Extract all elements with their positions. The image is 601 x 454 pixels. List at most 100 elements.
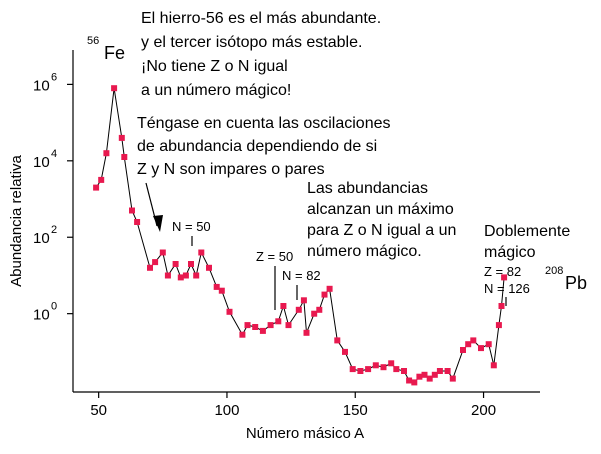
- data-point: [244, 322, 251, 329]
- data-point: [182, 272, 189, 279]
- annotations: 56 Fe El hierro-56 es el más abundante. …: [87, 10, 587, 310]
- data-point: [465, 341, 472, 348]
- doubly-magic-line: Doblemente: [484, 223, 570, 240]
- oscillations-note-line: Téngase en cuenta las oscilaciones: [137, 115, 391, 132]
- y-tick-label: 10: [33, 307, 50, 324]
- y-tick-exponent: 6: [51, 71, 57, 83]
- y-tick-label: 10: [33, 77, 50, 94]
- data-point: [239, 331, 246, 338]
- maximum-note-line: alcanzan un máximo: [307, 201, 454, 218]
- data-point: [93, 184, 100, 191]
- data-point: [164, 272, 171, 279]
- maximum-note-line: Las abundancias: [307, 180, 428, 197]
- data-point: [460, 347, 466, 353]
- doubly-magic-z: Z = 82: [484, 264, 521, 279]
- data-point: [280, 303, 287, 309]
- axes: [72, 50, 540, 393]
- data-point: [436, 368, 443, 374]
- data-point: [485, 341, 492, 348]
- x-tick-label: 150: [343, 402, 368, 419]
- data-point: [393, 366, 400, 373]
- x-tick-label: 200: [471, 402, 496, 419]
- data-point: [495, 322, 502, 329]
- iron-note-line: ¡No tiene Z o N igual: [141, 58, 288, 75]
- fe-mass-number: 56: [87, 35, 99, 47]
- data-point: [444, 368, 451, 374]
- oscillations-note-line: Z y N son impares o pares: [137, 161, 325, 178]
- data-point: [300, 297, 307, 304]
- data-point: [98, 176, 105, 183]
- maximum-note-line: para Z o N igual a un: [307, 222, 456, 239]
- data-point: [111, 85, 118, 92]
- data-point: [267, 322, 274, 329]
- data-point: [311, 310, 318, 317]
- data-point: [213, 283, 220, 290]
- y-axis-title: Abundancia relativa: [8, 154, 25, 286]
- doubly-magic-line: mágico: [484, 244, 536, 261]
- data-point: [321, 291, 328, 298]
- data-point: [295, 306, 302, 313]
- pb-label: Pb: [565, 273, 587, 293]
- data-point: [172, 261, 179, 267]
- data-point: [357, 368, 364, 374]
- data-point: [490, 362, 497, 369]
- iron-note: El hierro-56 es el más abundante. y el t…: [141, 10, 381, 99]
- data-point: [365, 366, 372, 373]
- data-point: [416, 373, 423, 380]
- x-ticks: 50 100 150 200: [90, 392, 496, 419]
- data-point: [498, 303, 505, 309]
- iron-note-line: El hierro-56 es el más abundante.: [141, 10, 381, 27]
- data-point: [334, 337, 341, 344]
- data-point: [431, 371, 438, 378]
- oscillations-note-line: de abundancia dependiendo de si: [137, 138, 377, 155]
- y-tick-exponent: 2: [51, 224, 57, 236]
- z50-label: Z = 50: [256, 249, 293, 264]
- data-point: [259, 327, 266, 334]
- oscillations-arrow-head: [153, 215, 163, 232]
- y-tick-exponent: 0: [51, 301, 57, 313]
- maximum-note-line: número mágico.: [307, 243, 422, 260]
- fe-label: Fe: [104, 43, 125, 63]
- data-point: [501, 274, 508, 281]
- data-point: [303, 329, 310, 336]
- data-point: [380, 364, 387, 371]
- data-point: [121, 154, 128, 160]
- data-point: [326, 285, 333, 292]
- y-tick-label: 10: [33, 154, 50, 171]
- oscillations-note: Téngase en cuenta las oscilaciones de ab…: [137, 115, 391, 232]
- data-point: [401, 368, 407, 374]
- y-tick-exponent: 4: [51, 148, 57, 160]
- data-point: [316, 306, 323, 313]
- data-point: [103, 150, 110, 157]
- doubly-magic-n: N = 126: [484, 281, 530, 296]
- data-point: [152, 259, 159, 266]
- data-point: [275, 318, 282, 325]
- data-point: [218, 287, 225, 294]
- data-point: [421, 371, 428, 378]
- data-point: [470, 337, 477, 344]
- data-point: [147, 264, 153, 271]
- data-point: [193, 272, 200, 279]
- data-point: [226, 308, 233, 315]
- data-point: [159, 249, 166, 256]
- n50-label: N = 50: [172, 219, 211, 234]
- x-tick-label: 50: [90, 402, 107, 419]
- data-point: [349, 366, 356, 373]
- data-point: [342, 348, 348, 355]
- data-point: [177, 274, 184, 281]
- iron-note-line: a un número mágico!: [141, 82, 291, 99]
- data-point: [188, 261, 194, 267]
- data-point: [388, 360, 395, 367]
- pb-mass-number: 208: [545, 265, 563, 277]
- x-tick-label: 100: [214, 402, 239, 419]
- data-point: [372, 362, 379, 369]
- doubly-magic-note: Doblemente mágico Z = 82 N = 126: [484, 223, 570, 306]
- y-tick-label: 10: [33, 230, 50, 247]
- n82-label: N = 82: [282, 268, 321, 283]
- data-point: [252, 324, 259, 330]
- data-point: [406, 377, 413, 384]
- iron-note-line: y el tercer isótopo más estable.: [141, 34, 362, 51]
- data-point: [478, 345, 484, 352]
